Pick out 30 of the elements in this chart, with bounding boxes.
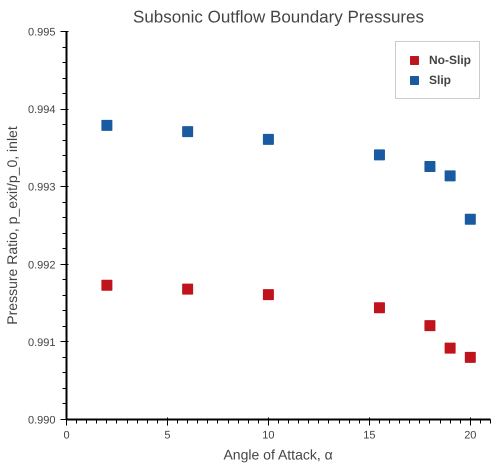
x-tick-label: 20 [464,430,476,442]
legend-label: Slip [429,73,452,87]
x-tick-label: 15 [363,430,376,442]
y-tick-label: 0.992 [28,259,56,272]
point [424,161,436,172]
x-tick-label: 0 [63,430,70,442]
point [101,280,112,291]
point [374,149,385,160]
y-tick-label: 0.995 [28,26,56,38]
point [182,284,194,295]
y-tick-label: 0.990 [28,414,56,426]
x-tick-label: 5 [164,430,171,442]
point [182,126,194,138]
point [262,289,274,300]
y-tick-label: 0.993 [28,182,56,194]
legend-label: No-Slip [429,53,471,67]
y-tick-label: 0.994 [28,104,56,116]
point [444,342,456,354]
point [464,352,476,363]
y-axis-title: Pressure Ratio, p_exit/p_0, inlet [4,126,20,325]
point [464,214,476,225]
point [101,120,112,131]
point [444,170,456,182]
point [374,302,385,314]
x-axis-title: Angle of Attack, α [223,446,333,462]
point [424,320,436,332]
chart-title: Subsonic Outflow Boundary Pressures [132,8,424,26]
y-tick-label: 0.991 [28,336,56,349]
point [262,134,274,145]
x-tick-label: 10 [262,430,275,442]
